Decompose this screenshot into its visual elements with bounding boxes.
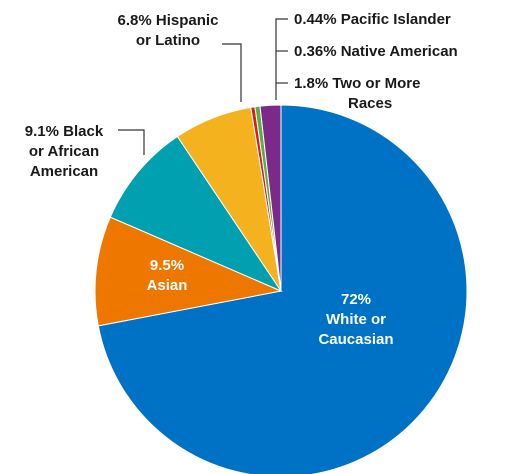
slice-label-two-or-more-races: 1.8% Two or More Races xyxy=(294,75,420,112)
slice-label-black-or-african-american: 9.1% Black or African American xyxy=(25,123,104,180)
slice-label-line: Caucasian xyxy=(318,331,393,348)
slice-label-line: 72% xyxy=(341,291,371,308)
slice-label-line: or African xyxy=(29,143,99,160)
pie-slice-white-or-caucasian xyxy=(97,104,468,474)
slice-label-line: or Latino xyxy=(136,32,200,49)
slice-label-asian: 9.5% Asian xyxy=(147,257,188,294)
slice-label-line: White or xyxy=(326,311,386,328)
slice-label-line: Races xyxy=(348,95,392,112)
slice-label-white-or-caucasian: 72% White or Caucasian xyxy=(318,291,393,348)
slice-labels: 72% White or Caucasian 9.5% Asian 9.1% Black o… xyxy=(25,11,458,348)
pie-slice-black-or-african-american xyxy=(109,135,283,293)
slice-label-native-american: 0.36% Native American xyxy=(294,43,458,60)
leader-line-black-or-african-american xyxy=(118,129,145,155)
pie-slices xyxy=(94,104,468,474)
slice-label-line: 9.5% xyxy=(150,257,184,274)
slice-label-line: 0.36% Native American xyxy=(294,43,458,60)
slice-label-line: 9.1% Black xyxy=(25,123,104,140)
pie-slice-asian xyxy=(94,216,283,327)
leader-line-hispanic-or-latino xyxy=(222,43,242,102)
slice-label-pacific-islander: 0.44% Pacific Islander xyxy=(294,11,451,28)
slice-label-line: 6.8% Hispanic xyxy=(118,12,219,29)
slice-label-hispanic-or-latino: 6.8% Hispanic or Latino xyxy=(118,12,219,49)
slice-label-line: American xyxy=(30,163,98,180)
leader-line-pacific-islander xyxy=(275,18,288,100)
pie-slice-two-or-more-races xyxy=(259,104,282,292)
leader-lines xyxy=(118,18,288,155)
slice-label-line: 1.8% Two or More xyxy=(294,75,420,92)
slice-label-line: 0.44% Pacific Islander xyxy=(294,11,451,28)
slice-label-line: Asian xyxy=(147,277,188,294)
